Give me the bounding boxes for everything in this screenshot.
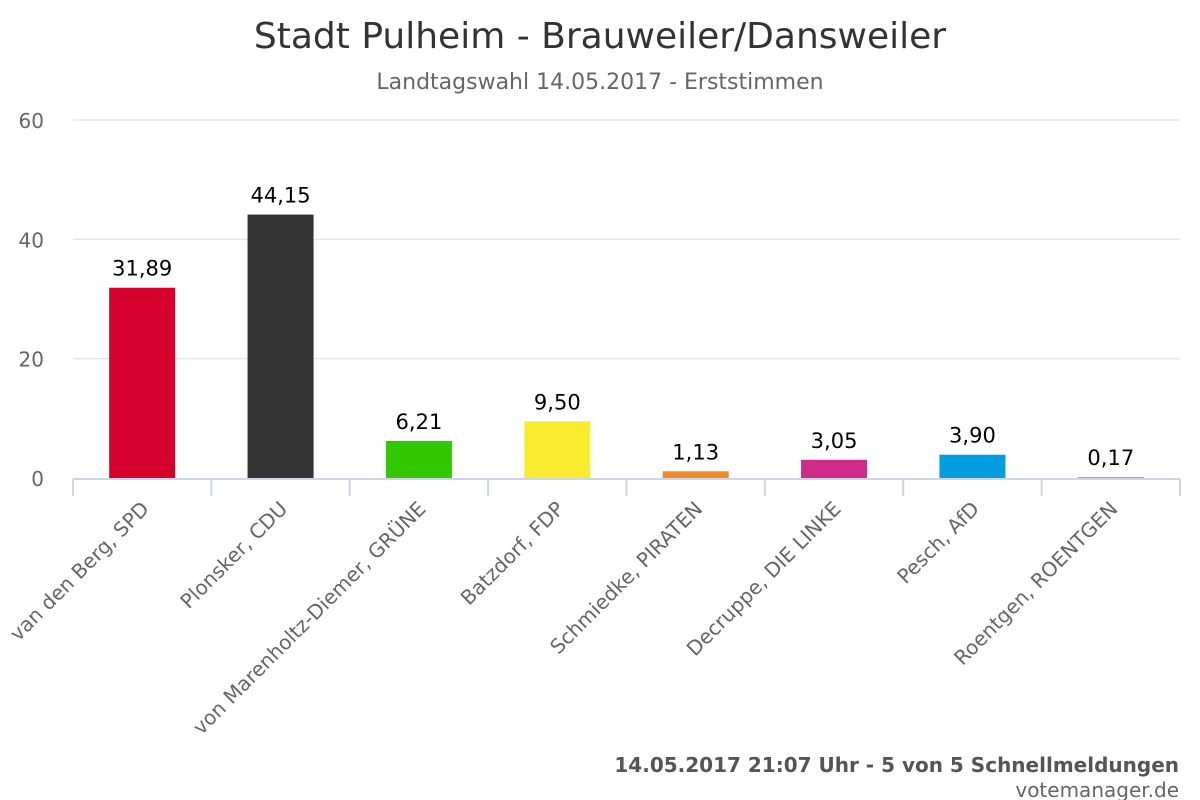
x-axis xyxy=(72,478,1181,496)
data-label-2: 6,21 xyxy=(396,410,443,434)
x-tick-label-2: von Marenholtz-Diemer, GRÜNE xyxy=(188,497,431,740)
y-tick-label: 0 xyxy=(31,467,44,491)
data-label-0: 31,89 xyxy=(112,257,172,281)
x-tick-label-1: Plonsker, CDU xyxy=(175,497,292,614)
footer-credit: votemanager.de xyxy=(1015,778,1179,800)
x-tick-label-6: Pesch, AfD xyxy=(892,497,984,589)
footer-timestamp: 14.05.2017 21:07 Uhr - 5 von 5 Schnellme… xyxy=(614,753,1179,777)
data-label-4: 1,13 xyxy=(672,440,719,464)
y-axis-ticks: 0 20 40 60 xyxy=(19,109,44,491)
y-tick-label: 40 xyxy=(19,228,44,252)
x-tick-label-0: van den Berg, SPD xyxy=(5,497,154,646)
x-tick-label-3: Batzdorf, FDP xyxy=(456,497,569,610)
x-tick-label-5: Decruppe, DIE LINKE xyxy=(682,497,846,661)
x-tick-label-4: Schmiedke, PIRATEN xyxy=(545,497,707,659)
y-tick-label: 60 xyxy=(19,109,44,133)
bars xyxy=(109,214,1144,479)
data-label-6: 3,90 xyxy=(949,424,996,448)
data-label-5: 3,05 xyxy=(811,429,858,453)
y-tick-label: 20 xyxy=(19,348,44,372)
bar-0 xyxy=(109,287,176,478)
bar-2 xyxy=(385,440,452,478)
bar-1 xyxy=(247,214,314,479)
data-label-7: 0,17 xyxy=(1087,446,1134,470)
data-label-1: 44,15 xyxy=(251,184,311,208)
bar-3 xyxy=(524,421,591,478)
x-tick-label-7: Roentgen, ROENTGEN xyxy=(949,497,1122,670)
bar-4 xyxy=(662,471,729,478)
bar-6 xyxy=(939,454,1006,478)
chart-title: Stadt Pulheim - Brauweiler/Dansweiler xyxy=(254,16,946,57)
data-label-3: 9,50 xyxy=(534,390,581,414)
bar-5 xyxy=(801,459,868,478)
chart-subtitle: Landtagswahl 14.05.2017 - Erststimmen xyxy=(376,70,823,95)
bar-7 xyxy=(1077,476,1144,478)
data-labels: 31,89 44,15 6,21 9,50 1,13 3,05 3,90 0,17 xyxy=(112,184,1134,470)
gridlines xyxy=(73,119,1180,360)
